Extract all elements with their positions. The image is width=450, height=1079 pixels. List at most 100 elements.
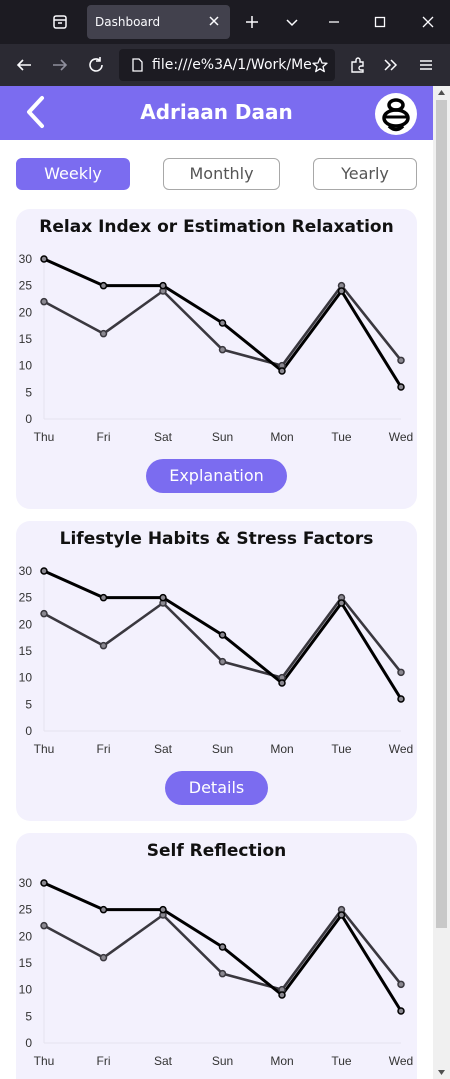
card-title: Self Reflection [146, 841, 287, 861]
series-1-point [99, 329, 108, 338]
y-tick-label: 15 [19, 956, 33, 970]
x-tick-label: Thu [34, 430, 55, 444]
series-0-point [397, 383, 405, 391]
lifestyle-habits-card: Lifestyle Habits & Stress Factors 0 5 10 15… [16, 521, 417, 821]
series-1-point [397, 668, 405, 677]
x-tick-label: Sun [212, 742, 233, 756]
scroll-thumb[interactable] [436, 100, 447, 928]
series-1-point [99, 641, 108, 650]
minimize-icon[interactable] [324, 12, 344, 32]
series-0-point [40, 567, 48, 575]
x-tick-label: Fri [97, 1054, 111, 1068]
scrollbar[interactable] [433, 86, 450, 1079]
series-0-point [278, 679, 286, 687]
navigation-bar: file:///e%3A/1/Work/Me/ [0, 44, 450, 86]
series-1-point [40, 609, 48, 618]
explanation-button[interactable]: Explanation [146, 459, 287, 493]
y-tick-label: 25 [19, 903, 33, 917]
series-1-point [218, 969, 227, 978]
series-1-point [218, 345, 227, 354]
series-1-point [40, 297, 48, 306]
x-tick-label: Sat [154, 742, 173, 756]
y-tick-label: 30 [19, 876, 33, 890]
series-0-point [278, 991, 286, 999]
page-icon [129, 57, 145, 73]
y-tick-label: 0 [25, 724, 32, 738]
y-tick-label: 10 [19, 983, 33, 997]
y-tick-label: 30 [19, 564, 33, 578]
self-reflection-card: Self Reflection 0 5 10 15 20 25 30 Thu Fri Sat Sun… [16, 833, 417, 1079]
y-tick-label: 20 [19, 305, 33, 319]
y-tick-label: 0 [25, 412, 32, 426]
back-chevron-icon[interactable] [22, 94, 50, 130]
x-tick-label: Mon [270, 742, 293, 756]
period-monthly-button[interactable]: Monthly [163, 158, 280, 190]
close-icon[interactable] [206, 13, 222, 29]
series-0-point [218, 943, 227, 951]
menu-icon[interactable] [415, 54, 437, 76]
x-tick-label: Thu [34, 742, 55, 756]
tab-list-icon[interactable] [50, 12, 70, 32]
back-arrow-icon[interactable] [13, 54, 35, 76]
app-logo[interactable] [375, 93, 417, 135]
x-tick-label: Sat [154, 430, 173, 444]
series-1-point [397, 980, 405, 989]
series-0-point [99, 905, 108, 914]
lifestyle-habits-chart: 0 5 10 15 20 25 30 Thu Fri Sat Sun Mon Tue Wed [19, 564, 414, 756]
self-reflection-chart: 0 5 10 15 20 25 30 Thu Fri Sat Sun Mon Tue Wed [19, 876, 414, 1068]
scroll-up-icon[interactable] [437, 88, 446, 97]
y-tick-label: 20 [19, 617, 33, 631]
series-1-point [40, 921, 48, 930]
url-text[interactable]: file:///e%3A/1/Work/Me/ [152, 57, 317, 73]
series-0-point [337, 599, 346, 607]
extensions-icon[interactable] [347, 54, 369, 76]
x-tick-label: Tue [331, 430, 352, 444]
series-0-point [397, 1007, 405, 1015]
card-title: Relax Index or Estimation Relaxation [39, 217, 394, 237]
series-1-point [397, 356, 405, 365]
bookmark-star-icon[interactable] [311, 56, 329, 74]
y-tick-label: 0 [25, 1036, 32, 1050]
y-tick-label: 20 [19, 929, 33, 943]
series-0-point [159, 593, 167, 602]
overflow-chevron-icon[interactable] [380, 54, 402, 76]
x-tick-label: Mon [270, 430, 293, 444]
series-0-point [337, 287, 346, 295]
x-tick-label: Wed [389, 430, 413, 444]
app-header: Adriaan Daan [0, 86, 433, 140]
scroll-down-icon[interactable] [437, 1068, 446, 1077]
x-tick-label: Wed [389, 1054, 413, 1068]
reload-icon[interactable] [85, 54, 107, 76]
series-0-point [159, 905, 167, 914]
series-1-point [99, 953, 108, 962]
window-close-icon[interactable] [418, 12, 438, 32]
period-weekly-button[interactable]: Weekly [16, 158, 130, 190]
chevron-down-icon[interactable] [282, 12, 302, 32]
period-yearly-button[interactable]: Yearly [313, 158, 417, 190]
y-tick-label: 5 [25, 697, 32, 711]
y-tick-label: 15 [19, 332, 33, 346]
address-bar[interactable]: file:///e%3A/1/Work/Me/ [119, 49, 335, 81]
maximize-icon[interactable] [370, 12, 390, 32]
x-tick-label: Fri [97, 430, 111, 444]
details-button[interactable]: Details [165, 771, 268, 805]
series-0-point [218, 319, 227, 327]
browser-tab[interactable]: Dashboard [87, 5, 230, 39]
forward-arrow-icon[interactable] [49, 54, 71, 76]
x-tick-label: Sun [212, 430, 233, 444]
series-0-point [40, 255, 48, 263]
series-0-point [159, 281, 167, 290]
series-0-point [337, 911, 346, 919]
series-1-point [218, 657, 227, 666]
x-tick-label: Tue [331, 742, 352, 756]
x-tick-label: Sat [154, 1054, 173, 1068]
series-0-point [99, 593, 108, 602]
x-tick-label: Wed [389, 742, 413, 756]
y-tick-label: 10 [19, 359, 33, 373]
user-name-title: Adriaan Daan [140, 100, 293, 124]
new-tab-icon[interactable] [242, 12, 262, 32]
x-tick-label: Sun [212, 1054, 233, 1068]
tab-title: Dashboard [95, 15, 161, 29]
page-viewport: Adriaan Daan Weekly Monthly Yearly Relax… [0, 86, 433, 1079]
